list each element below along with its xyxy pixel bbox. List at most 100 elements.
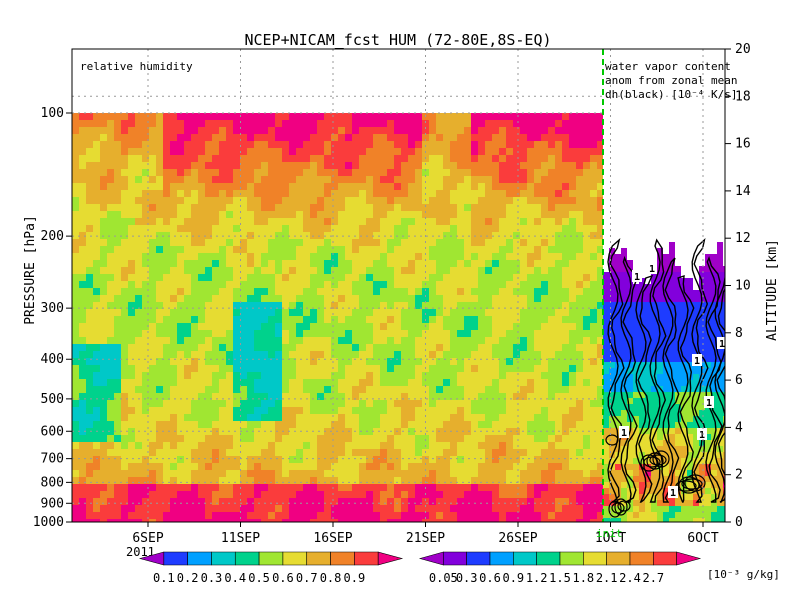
rh-cell <box>541 344 548 351</box>
rh-cell <box>219 323 226 330</box>
rh-cell <box>590 428 597 435</box>
rh-cell <box>387 358 394 365</box>
rh-cell <box>184 274 191 281</box>
rh-cell <box>345 232 352 239</box>
wv-cell <box>603 284 609 290</box>
rh-cell <box>240 449 247 456</box>
rh-cell <box>121 148 128 155</box>
wv-cell <box>621 272 627 278</box>
rh-cell <box>597 337 603 344</box>
rh-cell <box>485 225 492 232</box>
rh-cell <box>478 148 485 155</box>
rh-cell <box>156 169 163 176</box>
rh-cell <box>303 267 310 274</box>
rh-cell <box>93 127 100 134</box>
rh-cell <box>492 344 499 351</box>
rh-cell <box>520 120 527 127</box>
wv-cell <box>645 458 651 464</box>
wv-cell <box>651 398 657 404</box>
wv-cell <box>615 326 621 332</box>
rh-cell <box>100 442 107 449</box>
rh-cell <box>429 197 436 204</box>
rh-cell <box>114 456 121 463</box>
wv-cell <box>615 356 621 362</box>
rh-cell <box>114 211 121 218</box>
rh-cell <box>492 232 499 239</box>
rh-cell <box>282 162 289 169</box>
rh-cell <box>296 428 303 435</box>
rh-cell <box>268 400 275 407</box>
rh-cell <box>485 491 492 498</box>
rh-cell <box>303 246 310 253</box>
rh-cell <box>366 169 373 176</box>
wv-cell <box>651 428 657 434</box>
rh-cell <box>233 176 240 183</box>
rh-cell <box>548 162 555 169</box>
rh-cell <box>135 316 142 323</box>
rh-cell <box>93 260 100 267</box>
rh-cell <box>156 302 163 309</box>
rh-cell <box>324 197 331 204</box>
rh-cell <box>492 435 499 442</box>
rh-cell <box>247 309 254 316</box>
rh-cell <box>597 176 603 183</box>
rh-cell <box>282 421 289 428</box>
rh-cell <box>268 267 275 274</box>
rh-cell <box>597 281 603 288</box>
rh-cell <box>107 288 114 295</box>
rh-cell <box>198 232 205 239</box>
rh-cell <box>576 155 583 162</box>
rh-cell <box>443 302 450 309</box>
rh-cell <box>184 477 191 484</box>
rh-cell <box>506 470 513 477</box>
rh-cell <box>569 267 576 274</box>
rh-cell <box>394 204 401 211</box>
rh-cell <box>177 190 184 197</box>
rh-cell <box>436 309 443 316</box>
rh-cell <box>408 337 415 344</box>
rh-cell <box>485 442 492 449</box>
rh-cell <box>247 246 254 253</box>
rh-cell <box>135 162 142 169</box>
rh-cell <box>128 120 135 127</box>
rh-cell <box>170 190 177 197</box>
rh-cell <box>191 505 198 512</box>
rh-cell <box>149 316 156 323</box>
wv-cell <box>615 410 621 416</box>
rh-cell <box>114 351 121 358</box>
rh-cell <box>576 421 583 428</box>
relative-humidity-field <box>72 113 603 522</box>
rh-cell <box>177 218 184 225</box>
rh-cell <box>107 204 114 211</box>
rh-cell <box>485 351 492 358</box>
rh-cell <box>100 218 107 225</box>
rh-cell <box>240 204 247 211</box>
rh-cell <box>310 477 317 484</box>
rh-cell <box>233 442 240 449</box>
rh-cell <box>338 127 345 134</box>
rh-cell <box>79 421 86 428</box>
rh-cell <box>569 484 576 491</box>
rh-cell <box>233 372 240 379</box>
rh-cell <box>149 407 156 414</box>
rh-cell <box>541 421 548 428</box>
rh-cell <box>373 428 380 435</box>
rh-cell <box>429 169 436 176</box>
rh-cell <box>310 407 317 414</box>
rh-cell <box>212 505 219 512</box>
rh-cell <box>275 449 282 456</box>
rh-cell <box>114 428 121 435</box>
rh-cell <box>457 148 464 155</box>
rh-cell <box>226 421 233 428</box>
rh-cell <box>72 456 79 463</box>
rh-cell <box>72 428 79 435</box>
rh-cell <box>366 127 373 134</box>
rh-cell <box>261 190 268 197</box>
rh-cell <box>149 323 156 330</box>
rh-cell <box>317 456 324 463</box>
rh-cell <box>555 288 562 295</box>
rh-cell <box>394 190 401 197</box>
rh-cell <box>422 414 429 421</box>
rh-cell <box>142 463 149 470</box>
rh-cell <box>275 491 282 498</box>
